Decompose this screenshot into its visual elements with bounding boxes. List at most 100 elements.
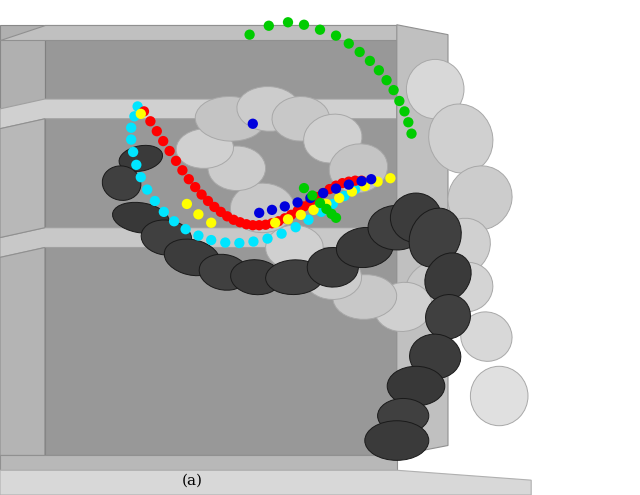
Point: [132, 102, 143, 110]
Point: [136, 173, 146, 181]
Point: [331, 185, 341, 193]
Point: [331, 182, 341, 190]
Point: [318, 189, 328, 197]
Point: [139, 107, 149, 115]
Point: [299, 184, 309, 192]
Point: [347, 188, 357, 196]
Point: [235, 218, 245, 226]
Ellipse shape: [409, 208, 461, 267]
Point: [216, 208, 226, 216]
Point: [350, 185, 360, 193]
Point: [324, 185, 335, 193]
Point: [262, 235, 273, 243]
Ellipse shape: [337, 227, 393, 268]
Point: [344, 181, 354, 189]
Point: [222, 212, 232, 220]
Ellipse shape: [426, 295, 470, 339]
Ellipse shape: [119, 146, 163, 171]
Point: [129, 112, 140, 120]
Point: [159, 208, 169, 216]
Point: [248, 238, 259, 246]
Point: [334, 194, 344, 202]
Point: [307, 192, 317, 199]
Point: [385, 174, 396, 182]
Point: [315, 26, 325, 34]
Point: [145, 117, 156, 125]
Point: [177, 166, 188, 174]
Point: [209, 203, 220, 211]
Point: [182, 200, 192, 208]
Point: [150, 197, 160, 205]
Point: [381, 76, 392, 84]
Point: [399, 107, 410, 115]
Polygon shape: [0, 455, 397, 470]
Point: [228, 216, 239, 224]
Point: [273, 217, 284, 225]
Point: [206, 219, 216, 227]
Point: [308, 206, 319, 214]
Point: [296, 211, 306, 219]
Point: [126, 136, 136, 144]
Point: [321, 200, 332, 208]
Point: [360, 182, 370, 190]
Point: [128, 148, 138, 156]
Point: [136, 110, 146, 118]
Point: [406, 130, 417, 138]
Point: [286, 211, 296, 219]
Ellipse shape: [410, 334, 461, 379]
Ellipse shape: [230, 260, 282, 295]
Ellipse shape: [304, 255, 362, 299]
Ellipse shape: [266, 225, 323, 270]
Ellipse shape: [176, 129, 234, 168]
Point: [254, 221, 264, 229]
Ellipse shape: [442, 262, 493, 312]
Point: [267, 206, 277, 214]
Point: [203, 197, 213, 205]
Point: [158, 137, 168, 145]
Ellipse shape: [272, 97, 330, 141]
Polygon shape: [0, 470, 531, 495]
Ellipse shape: [448, 166, 512, 230]
Point: [355, 48, 365, 56]
Polygon shape: [0, 119, 45, 238]
Point: [190, 183, 200, 191]
Point: [171, 157, 181, 165]
Point: [276, 230, 287, 238]
Point: [196, 191, 207, 198]
Point: [254, 209, 264, 217]
Point: [339, 192, 349, 200]
Point: [234, 239, 244, 247]
Point: [344, 178, 354, 186]
Point: [291, 223, 301, 231]
Polygon shape: [45, 25, 397, 455]
Point: [356, 177, 367, 185]
Ellipse shape: [390, 193, 442, 243]
Ellipse shape: [365, 421, 429, 460]
Ellipse shape: [429, 104, 493, 173]
Point: [193, 210, 204, 218]
Ellipse shape: [208, 146, 266, 191]
Text: (a): (a): [182, 474, 202, 488]
Point: [344, 40, 354, 48]
Point: [365, 57, 375, 65]
Ellipse shape: [307, 248, 358, 287]
Point: [241, 220, 252, 228]
Point: [292, 198, 303, 206]
Point: [305, 198, 316, 205]
Point: [283, 18, 293, 26]
Polygon shape: [0, 228, 397, 257]
Point: [152, 127, 162, 135]
Point: [337, 179, 348, 187]
Point: [292, 207, 303, 215]
Point: [264, 22, 274, 30]
Ellipse shape: [470, 366, 528, 426]
Ellipse shape: [368, 205, 426, 250]
Point: [315, 199, 325, 207]
Point: [164, 147, 175, 155]
Point: [316, 208, 326, 216]
Ellipse shape: [266, 260, 323, 295]
Ellipse shape: [374, 282, 432, 332]
Point: [142, 186, 152, 194]
Point: [267, 219, 277, 227]
Point: [331, 214, 341, 222]
